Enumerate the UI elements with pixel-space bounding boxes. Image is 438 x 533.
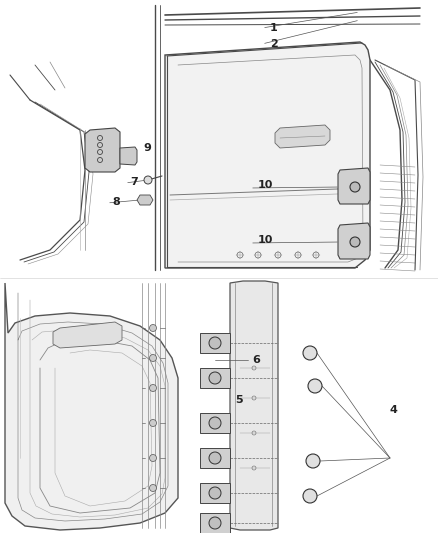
- Text: 2: 2: [270, 39, 278, 49]
- Circle shape: [149, 484, 156, 491]
- Polygon shape: [53, 322, 122, 348]
- Polygon shape: [137, 195, 153, 205]
- Circle shape: [308, 379, 322, 393]
- Text: 7: 7: [130, 177, 138, 187]
- Polygon shape: [200, 368, 230, 388]
- Polygon shape: [200, 483, 230, 503]
- Polygon shape: [85, 128, 120, 172]
- Polygon shape: [200, 513, 230, 533]
- Circle shape: [149, 325, 156, 332]
- Circle shape: [350, 182, 360, 192]
- Circle shape: [303, 489, 317, 503]
- Text: 8: 8: [112, 197, 120, 207]
- Circle shape: [149, 455, 156, 462]
- Polygon shape: [5, 283, 178, 530]
- Polygon shape: [338, 223, 370, 259]
- Circle shape: [149, 384, 156, 392]
- Text: 10: 10: [258, 180, 273, 190]
- Circle shape: [209, 452, 221, 464]
- Polygon shape: [165, 42, 370, 268]
- Polygon shape: [200, 333, 230, 353]
- Circle shape: [209, 372, 221, 384]
- Polygon shape: [200, 448, 230, 468]
- Text: 9: 9: [143, 143, 151, 153]
- Text: 5: 5: [235, 395, 243, 405]
- Polygon shape: [120, 147, 137, 165]
- Circle shape: [209, 337, 221, 349]
- Circle shape: [209, 517, 221, 529]
- Text: 10: 10: [258, 235, 273, 245]
- Circle shape: [350, 237, 360, 247]
- Polygon shape: [230, 281, 278, 530]
- Circle shape: [144, 176, 152, 184]
- Circle shape: [303, 346, 317, 360]
- Text: 1: 1: [270, 23, 278, 33]
- Circle shape: [209, 417, 221, 429]
- Circle shape: [149, 354, 156, 361]
- Circle shape: [306, 454, 320, 468]
- Polygon shape: [275, 125, 330, 148]
- Text: 6: 6: [252, 355, 260, 365]
- Polygon shape: [338, 168, 370, 204]
- Polygon shape: [200, 413, 230, 433]
- Circle shape: [209, 487, 221, 499]
- Circle shape: [149, 419, 156, 426]
- Text: 4: 4: [390, 405, 398, 415]
